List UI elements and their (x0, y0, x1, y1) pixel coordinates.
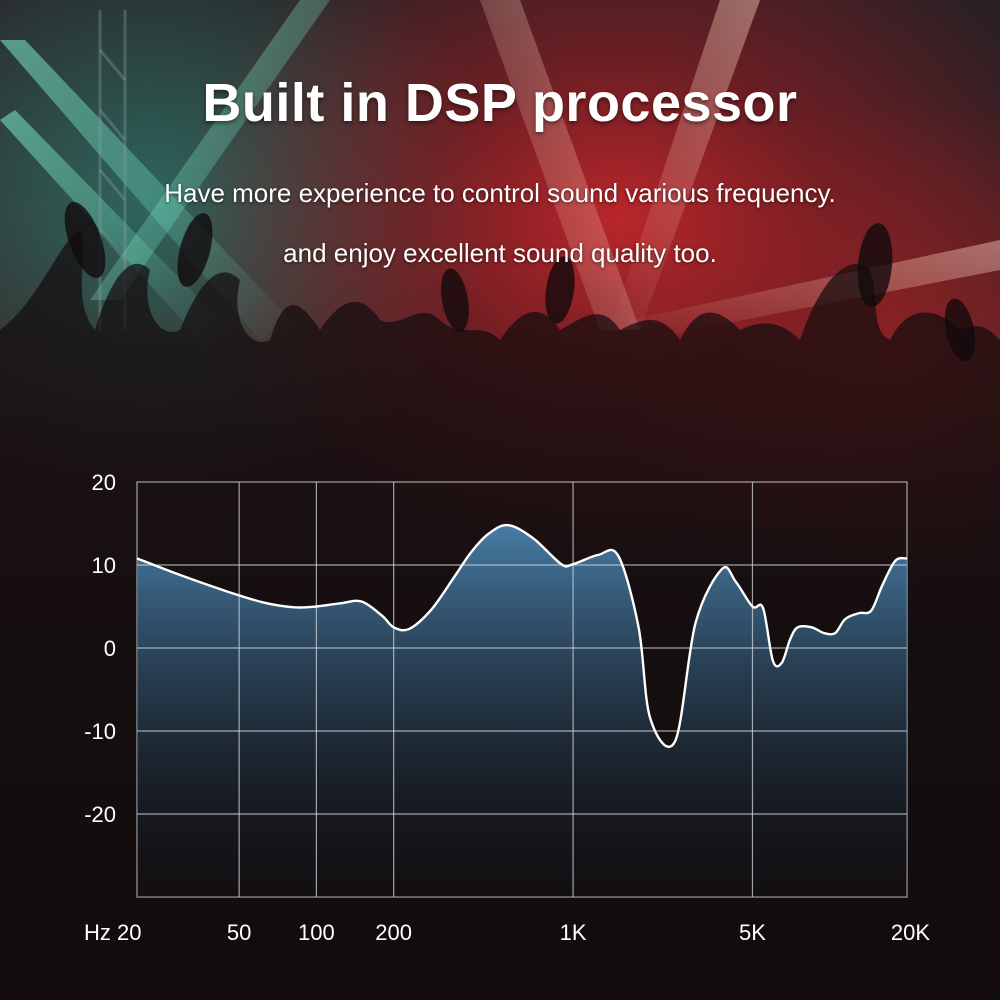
stage-light-beam (0, 40, 300, 340)
y-tick-label: -20 (84, 802, 116, 827)
y-tick-label: 0 (104, 636, 116, 661)
stage-light-beam (610, 0, 760, 330)
x-tick-label: 50 (227, 920, 251, 945)
stage-light-beam (90, 0, 330, 300)
x-tick-label: 200 (375, 920, 412, 945)
x-tick-label: 1K (560, 920, 587, 945)
subtitle-line-2: and enjoy excellent sound quality too. (283, 238, 717, 268)
stage-light-beam (0, 110, 230, 340)
x-tick-label: Hz 20 (84, 920, 141, 945)
y-tick-label: 20 (92, 470, 116, 495)
y-tick-label: 10 (92, 553, 116, 578)
x-tick-label: 5K (739, 920, 766, 945)
response-area-fill (137, 525, 907, 897)
stage-light-beam (630, 240, 1000, 340)
subtitle-line-1: Have more experience to control sound va… (164, 178, 836, 208)
stage-light-beam (480, 0, 640, 330)
frequency-response-curve (136, 523, 908, 749)
x-tick-label: 100 (298, 920, 335, 945)
x-tick-label: 20K (891, 920, 930, 945)
raised-hands (64, 202, 976, 362)
y-tick-label: -10 (84, 719, 116, 744)
page-title: Built in DSP processor (202, 73, 798, 133)
